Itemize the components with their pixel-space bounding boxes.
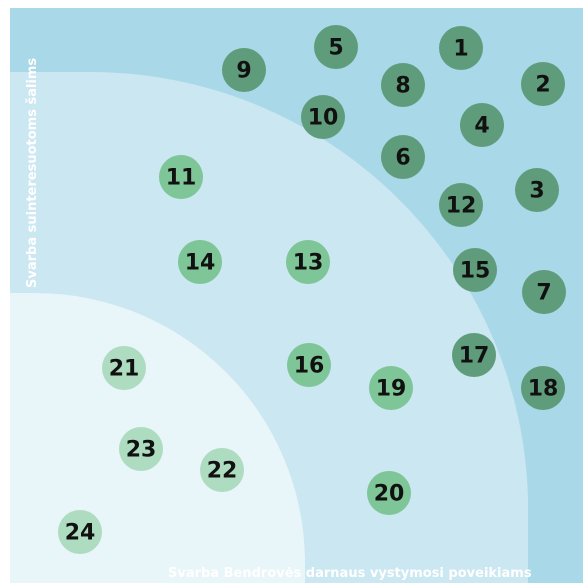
y-axis-label: Svarba suinteresuotoms šalims — [25, 58, 40, 288]
node-circle — [286, 240, 330, 284]
node-circle — [301, 95, 345, 139]
node-circle — [58, 510, 102, 554]
node-circle — [381, 135, 425, 179]
node-label: 11 — [166, 166, 197, 191]
node-label: 9 — [236, 59, 251, 84]
node-circle — [222, 48, 266, 92]
node-label: 6 — [395, 146, 410, 171]
node-label: 17 — [459, 344, 490, 369]
node-circle — [439, 183, 483, 227]
node-label: 12 — [446, 194, 477, 219]
node-circle — [522, 270, 566, 314]
node-circle — [200, 448, 244, 492]
node-circle — [381, 63, 425, 107]
node-circle — [515, 168, 559, 212]
x-axis-label: Svarba Bendrovės darnaus vystymosi povei… — [168, 566, 532, 581]
node-label: 22 — [207, 459, 238, 484]
node-label: 8 — [395, 74, 410, 99]
node-label: 18 — [528, 377, 559, 402]
node-label: 21 — [109, 357, 140, 382]
node-circle — [178, 240, 222, 284]
node-circle — [460, 103, 504, 147]
node-label: 16 — [294, 354, 325, 379]
node-circle — [367, 471, 411, 515]
node-circle — [287, 343, 331, 387]
node-label: 3 — [529, 179, 544, 204]
node-circle — [369, 366, 413, 410]
node-circle — [102, 346, 146, 390]
node-label: 24 — [65, 521, 96, 546]
node-label: 19 — [376, 377, 407, 402]
node-label: 15 — [460, 259, 491, 284]
node-circle — [521, 62, 565, 106]
node-circle — [521, 366, 565, 410]
node-label: 4 — [474, 114, 489, 139]
node-label: 14 — [185, 251, 216, 276]
node-label: 13 — [293, 251, 324, 276]
node-circle — [119, 427, 163, 471]
node-circle — [453, 248, 497, 292]
node-label: 1 — [453, 37, 468, 62]
node-circle — [452, 333, 496, 377]
node-label: 7 — [536, 281, 551, 306]
node-label: 23 — [126, 438, 157, 463]
node-label: 10 — [308, 106, 339, 131]
node-label: 2 — [535, 73, 550, 98]
node-circle — [439, 26, 483, 70]
node-label: 20 — [374, 482, 405, 507]
node-label: 5 — [328, 36, 343, 61]
node-circle — [314, 25, 358, 69]
node-circle — [159, 155, 203, 199]
